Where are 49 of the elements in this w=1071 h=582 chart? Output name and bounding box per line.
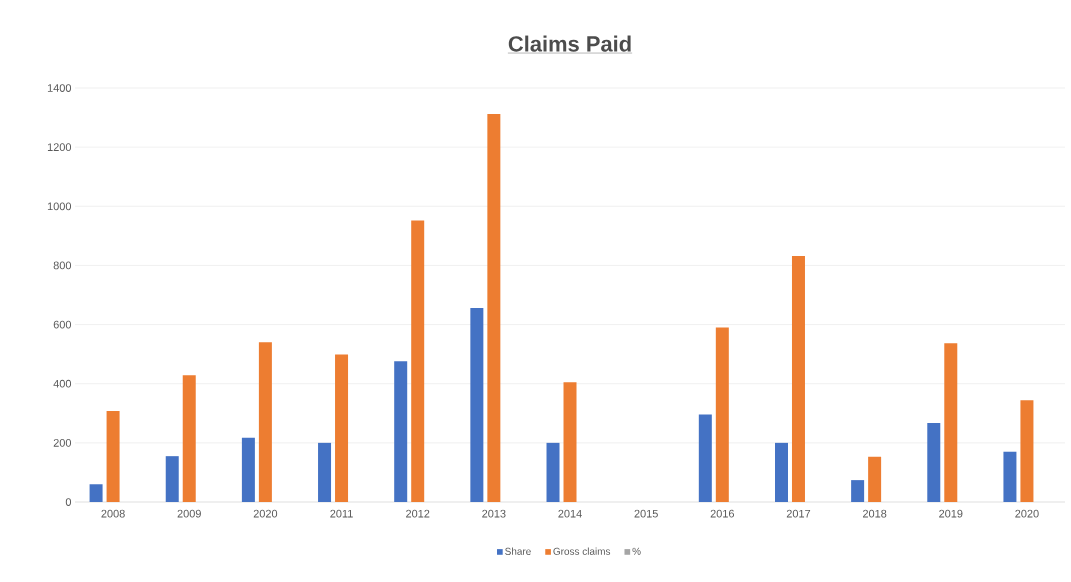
bar <box>868 456 882 502</box>
bar <box>182 375 196 502</box>
x-tick-label: 2017 <box>786 509 811 518</box>
bar <box>318 442 332 502</box>
bar <box>470 308 484 502</box>
bar <box>394 361 408 502</box>
bar <box>106 410 120 502</box>
y-tick-label: 0 <box>65 498 72 506</box>
x-tick-label: 2012 <box>406 509 430 518</box>
bar <box>774 442 788 502</box>
bar <box>1020 400 1034 502</box>
bar <box>241 437 255 502</box>
x-tick-label: 2016 <box>710 509 735 518</box>
bar <box>927 423 941 502</box>
bar <box>944 343 958 502</box>
y-tick-label: 800 <box>53 261 72 270</box>
x-tick-label: 2013 <box>482 509 506 518</box>
x-tick-label: 2020 <box>253 509 278 518</box>
x-tick-label: 2015 <box>634 509 658 518</box>
x-tick-label: 2020 <box>1015 509 1039 518</box>
bar <box>1003 451 1017 502</box>
bar <box>487 114 501 502</box>
bar <box>335 354 349 502</box>
bar <box>546 442 560 502</box>
bar <box>698 414 712 502</box>
legend-label: Gross claims <box>553 547 611 555</box>
legend-label: Share <box>505 547 531 555</box>
legend-label: % <box>632 547 641 555</box>
bar <box>851 480 865 502</box>
x-tick-label: 2019 <box>939 509 963 518</box>
y-tick-label: 600 <box>53 320 72 329</box>
bar <box>715 327 729 502</box>
bar <box>791 255 805 502</box>
bar <box>258 342 272 502</box>
y-tick-label: 1400 <box>47 84 72 92</box>
y-tick-label: 1200 <box>47 143 72 152</box>
y-tick-label: 1000 <box>47 202 72 211</box>
bar <box>165 456 179 502</box>
chart-title: Claims Paid <box>508 35 631 52</box>
x-tick-label: 2009 <box>177 509 201 518</box>
bar <box>563 382 577 502</box>
x-tick-label: 2018 <box>862 509 887 518</box>
y-tick-label: 200 <box>53 438 72 447</box>
bar <box>411 220 425 502</box>
x-tick-label: 2014 <box>558 509 582 518</box>
x-tick-label: 2008 <box>101 509 125 518</box>
x-tick-label: 2011 <box>330 509 353 518</box>
y-tick-label: 400 <box>53 379 72 388</box>
bar <box>89 484 103 502</box>
